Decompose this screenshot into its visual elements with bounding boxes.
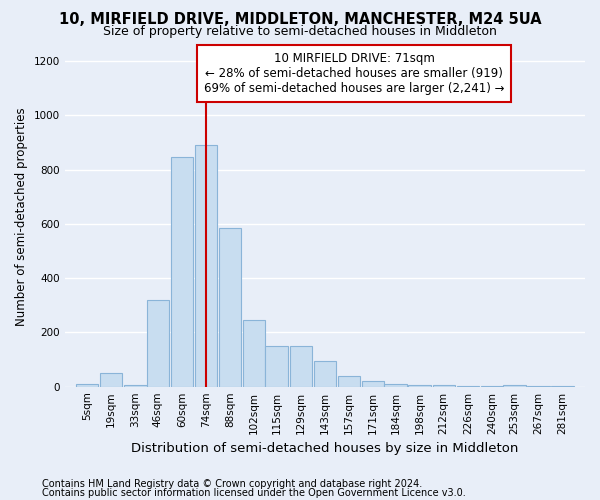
Bar (362, 382, 384, 386)
Bar (219, 228, 241, 386)
Bar (384, 384, 407, 386)
Bar (409, 384, 431, 386)
Bar (170, 158, 193, 386)
Bar (195, 145, 217, 386)
Text: Contains public sector information licensed under the Open Government Licence v3: Contains public sector information licen… (42, 488, 466, 498)
Text: 10, MIRFIELD DRIVE, MIDDLETON, MANCHESTER, M24 5UA: 10, MIRFIELD DRIVE, MIDDLETON, MANCHESTE… (59, 12, 541, 28)
Bar (76, 384, 98, 386)
Y-axis label: Number of semi-detached properties: Number of semi-detached properties (15, 108, 28, 326)
Text: Size of property relative to semi-detached houses in Middleton: Size of property relative to semi-detach… (103, 25, 497, 38)
Bar (243, 320, 265, 386)
Bar (146, 300, 169, 386)
Bar (338, 376, 360, 386)
Text: Contains HM Land Registry data © Crown copyright and database right 2024.: Contains HM Land Registry data © Crown c… (42, 479, 422, 489)
Bar (314, 361, 336, 386)
Bar (265, 346, 288, 387)
Bar (100, 373, 122, 386)
Text: 10 MIRFIELD DRIVE: 71sqm
← 28% of semi-detached houses are smaller (919)
69% of : 10 MIRFIELD DRIVE: 71sqm ← 28% of semi-d… (204, 52, 505, 95)
X-axis label: Distribution of semi-detached houses by size in Middleton: Distribution of semi-detached houses by … (131, 442, 518, 455)
Bar (290, 346, 312, 387)
